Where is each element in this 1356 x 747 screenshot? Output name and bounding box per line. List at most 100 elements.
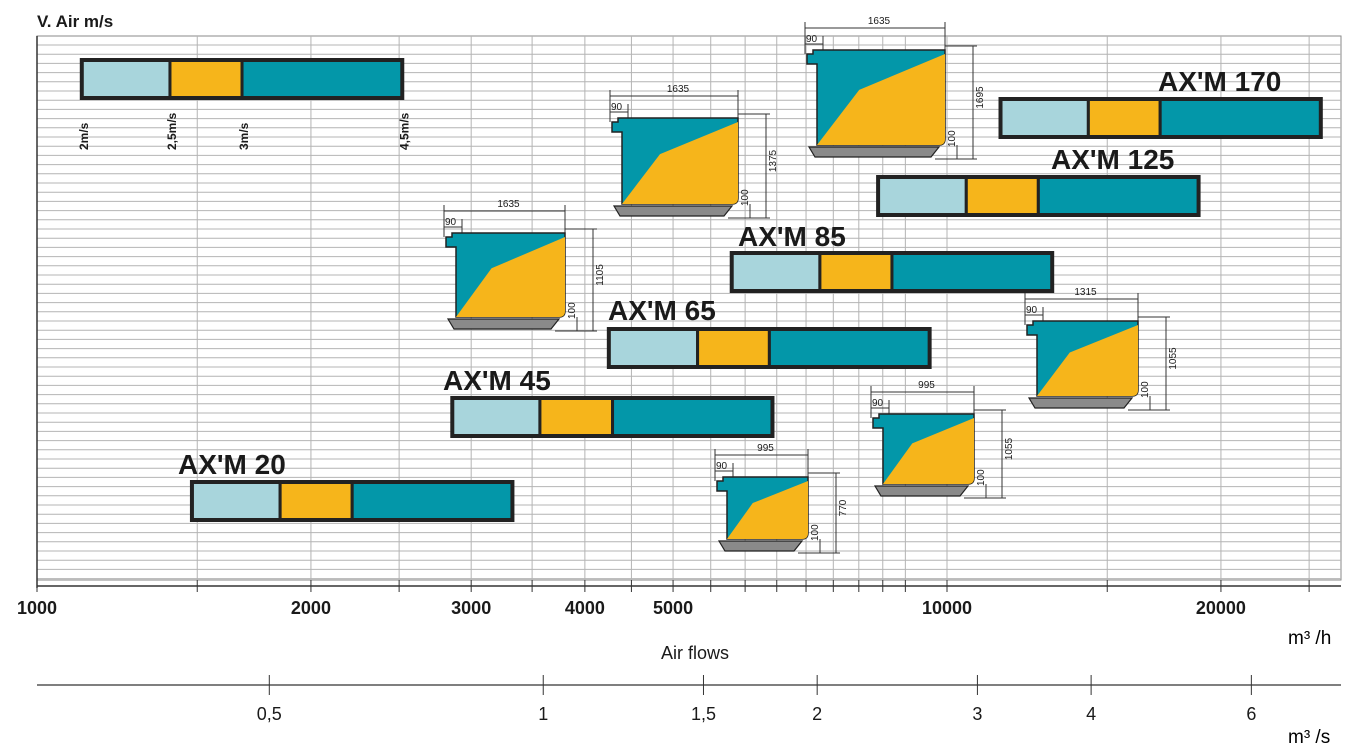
model-bar: AX'M 65: [606, 295, 932, 369]
dimension-top: 90: [1026, 305, 1038, 316]
dimension-height: 1105: [595, 264, 606, 286]
x2-tick-label: 1: [538, 704, 548, 724]
unit-diagram: 1635 90 1105 100: [443, 199, 606, 332]
x-tick-label: 3000: [451, 598, 491, 618]
x-tick-label: 2000: [291, 598, 331, 618]
unit-fill: [883, 418, 974, 484]
bar-segment: [730, 251, 822, 293]
bar-segment: [767, 327, 932, 369]
bars: 2m/s 2,5m/s 3m/s 4,5m/s AX'M 20 AX'M 45 AX'M 6…: [77, 58, 1323, 522]
dimension-width: 995: [918, 380, 935, 391]
x-tick-label: 10000: [922, 598, 972, 618]
unit-fill: [817, 54, 945, 145]
dimension-top: 90: [806, 34, 818, 45]
bar-segment: [450, 396, 542, 438]
model-label: AX'M 125: [1051, 144, 1174, 175]
dimension-height: 1055: [1168, 347, 1179, 370]
unit-base: [446, 318, 561, 330]
bar-segment: [278, 480, 354, 522]
bar-segment: [350, 480, 514, 522]
unit-diagram: 995 90 770 100: [714, 443, 849, 554]
unit-diagram: 995 90 1055 100: [870, 380, 1015, 499]
model-bar: AX'M 125: [876, 144, 1201, 217]
dimension-top: 90: [872, 398, 884, 409]
x2-tick-label: 4: [1086, 704, 1096, 724]
model-label: AX'M 45: [443, 365, 551, 396]
bar-outline: [79, 58, 405, 100]
dimension-width: 995: [757, 443, 774, 454]
unit-fill: [456, 237, 565, 317]
unit-base: [807, 146, 941, 158]
dimension-top: 90: [445, 217, 457, 228]
model-bar: AX'M 85: [729, 221, 1055, 293]
bar-segment: [538, 396, 615, 438]
dimension-base: 100: [740, 189, 751, 206]
x2-tick-label: 6: [1246, 704, 1256, 724]
x2-tick-label: 3: [972, 704, 982, 724]
bar-segment: [964, 175, 1040, 217]
model-label: AX'M 65: [608, 295, 716, 326]
speed-label: 3m/s: [237, 122, 251, 150]
unit-base: [717, 540, 804, 552]
speed-label: 2m/s: [77, 122, 91, 150]
unit-diagram: 1635 90 1375 100: [609, 84, 779, 219]
dimension-width: 1635: [667, 84, 690, 95]
bar-outline: [998, 97, 1323, 139]
dimension-width: 1635: [497, 199, 520, 210]
bar-outline: [876, 175, 1201, 217]
model-bar: AX'M 20: [178, 449, 515, 522]
x-tick-label: 1000: [17, 598, 57, 618]
dimension-base: 100: [810, 524, 821, 541]
bar-outline: [606, 327, 932, 369]
axes: 1000 2000 3000 4000 5000 10000 20000 0,5 1 1,5 2 3 4…: [17, 36, 1341, 724]
bar-segment: [696, 327, 771, 369]
dimension-base: 100: [947, 130, 958, 147]
bar-outline: [729, 251, 1055, 293]
dimension-top: 90: [611, 102, 623, 113]
unit-diagram: 1315 90 1055 100: [1024, 287, 1179, 411]
model-bar: AX'M 170: [998, 66, 1323, 139]
bar-segment: [190, 480, 282, 522]
model-label: AX'M 85: [738, 221, 846, 252]
bar-segment: [240, 58, 404, 100]
unit-base: [612, 205, 734, 217]
x-tick-label: 5000: [653, 598, 693, 618]
bar-segment: [1086, 97, 1162, 139]
dimension-base: 100: [1140, 381, 1151, 398]
dimension-height: 1055: [1004, 437, 1015, 460]
speed-label: 4,5m/s: [397, 112, 411, 150]
dimension-base: 100: [976, 469, 987, 486]
x-unit-secondary: m³ /s: [1288, 727, 1330, 747]
dimension-top: 90: [716, 461, 728, 472]
x2-tick-label: 0,5: [257, 704, 282, 724]
bar-segment: [607, 327, 700, 369]
bar-outline: [450, 396, 775, 438]
dimension-height: 1695: [975, 86, 986, 109]
x-axis-label: Air flows: [661, 643, 729, 663]
unit-base: [1027, 397, 1134, 409]
x-unit-primary: m³ /h: [1288, 628, 1331, 649]
legend-bar: 2m/s 2,5m/s 3m/s 4,5m/s: [77, 58, 411, 150]
dimension-base: 100: [567, 302, 578, 319]
dimension-width: 1635: [868, 16, 891, 27]
dimension-width: 1315: [1074, 287, 1097, 298]
bar-segment: [80, 58, 172, 100]
x-tick-label: 4000: [565, 598, 605, 618]
dimension-height: 1375: [768, 149, 779, 172]
bar-segment: [818, 251, 894, 293]
bar-segment: [890, 251, 1054, 293]
model-label: AX'M 170: [1158, 66, 1281, 97]
bar-segment: [168, 58, 244, 100]
model-label: AX'M 20: [178, 449, 286, 480]
bar-segment: [876, 175, 968, 217]
unit-diagrams: 9959077010099590105510013159010551001635…: [443, 16, 1179, 554]
bar-segment: [1158, 97, 1323, 139]
x2-tick-label: 2: [812, 704, 822, 724]
speed-label: 2,5m/s: [165, 112, 179, 150]
unit-fill: [727, 481, 808, 539]
y-axis-label: V. Air m/s: [37, 12, 113, 31]
unit-base: [873, 485, 970, 497]
unit-diagram: 1635 90 1695 100: [804, 16, 986, 160]
x2-tick-label: 1,5: [691, 704, 716, 724]
